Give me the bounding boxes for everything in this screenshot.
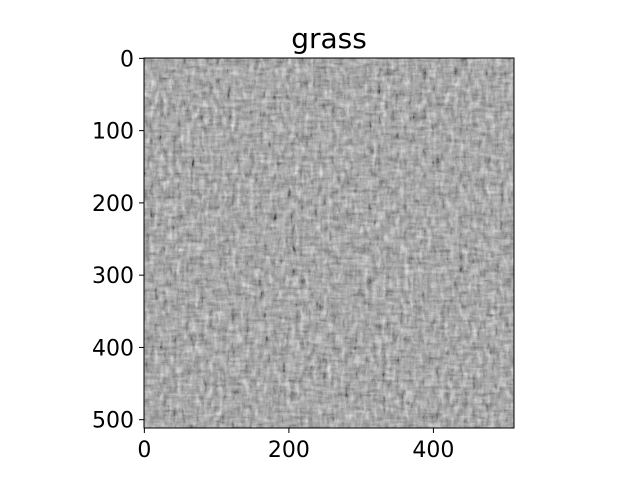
plot-title: grass <box>291 22 367 55</box>
x-tick-label: 0 <box>137 438 151 463</box>
y-axis: 0 100 200 300 400 500 <box>92 47 144 434</box>
y-tick-label: 0 <box>120 47 134 72</box>
y-tick-label: 400 <box>92 336 134 361</box>
y-tick-label: 300 <box>92 264 134 289</box>
y-tick-label: 100 <box>92 120 134 145</box>
x-tick-label: 200 <box>268 438 310 463</box>
x-tick-label: 400 <box>412 438 454 463</box>
y-tick-label: 200 <box>92 192 134 217</box>
x-axis: 0 200 400 <box>137 428 454 463</box>
y-tick-label: 500 <box>92 409 134 434</box>
axes-frame <box>143 57 515 429</box>
grass-image <box>144 58 514 428</box>
